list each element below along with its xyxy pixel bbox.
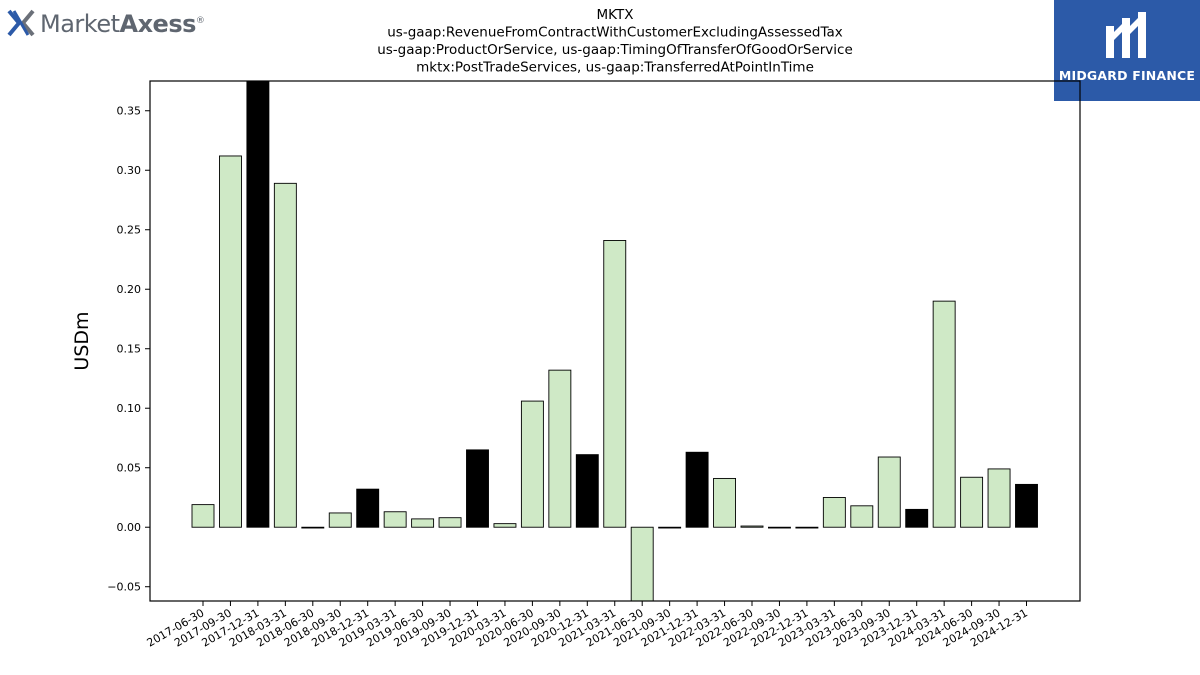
- bar-2021-09-30: [658, 526, 682, 529]
- bar-2018-06-30: [301, 526, 325, 529]
- y-tick-label: 0.05: [117, 462, 142, 475]
- bar-2019-06-30: [411, 518, 435, 528]
- bar-2017-06-30: [191, 504, 215, 528]
- chart-title-line: MKTX: [597, 7, 634, 23]
- chart-title-line: mktx:PostTradeServices, us-gaap:Transfer…: [416, 60, 814, 76]
- marketaxess-logo: MarketAxess®: [6, 6, 205, 39]
- bar-2019-03-31: [383, 511, 407, 528]
- bar-2024-12-31: [1015, 483, 1038, 528]
- y-tick-label: 0.00: [117, 521, 142, 534]
- bar-2019-09-30: [438, 517, 462, 528]
- bar-2018-12-31: [356, 488, 380, 528]
- bar-2021-03-31: [603, 239, 627, 528]
- y-tick-label: −0.05: [107, 581, 141, 594]
- bar-2022-09-30: [768, 526, 791, 529]
- y-tick-label: 0.15: [117, 343, 142, 356]
- marketaxess-wordmark: MarketAxess®: [40, 10, 205, 38]
- bar-2020-03-31: [493, 523, 517, 528]
- bar-2020-06-30: [520, 400, 544, 528]
- bar-2017-12-31: [246, 80, 270, 528]
- y-tick-label: 0.35: [117, 105, 142, 118]
- bar-2020-09-30: [548, 369, 572, 528]
- bar-2024-03-31: [932, 300, 956, 528]
- midgard-finance-logo: MIDGARD FINANCE: [1054, 0, 1200, 101]
- y-tick-label: 0.30: [117, 164, 142, 177]
- x-axis: 2017-06-302017-09-302017-12-312018-03-31…: [145, 601, 1030, 650]
- bar-2021-06-30: [630, 526, 654, 602]
- bar-2022-06-30: [740, 525, 764, 528]
- y-axis: −0.05 0.00 0.05 0.10 0.15 0.20 0.25 0.30 0.35: [107, 105, 150, 594]
- y-tick-label: 0.20: [117, 283, 142, 296]
- chart-title: MKTX us-gaap:RevenueFromContractWithCusto…: [377, 7, 853, 76]
- bar-2017-09-30: [218, 155, 242, 528]
- y-tick-label: 0.10: [117, 402, 142, 415]
- bar-2023-06-30: [850, 505, 874, 528]
- bar-2021-12-31: [685, 451, 709, 528]
- bar-2018-09-30: [328, 512, 352, 528]
- y-axis-label: USDm: [71, 311, 93, 370]
- bar-2024-06-30: [960, 476, 984, 528]
- y-tick-label: 0.25: [117, 224, 142, 237]
- midgard-emblem-icon: [1106, 12, 1146, 58]
- bar-2023-12-31: [905, 508, 929, 528]
- bar-2022-12-31: [795, 526, 819, 529]
- bar-2020-12-31: [575, 454, 599, 528]
- marketaxess-x-icon: [7, 9, 35, 36]
- midgard-finance-wordmark: MIDGARD FINANCE: [1058, 68, 1196, 83]
- bar-2024-09-30: [987, 468, 1011, 528]
- bars: [191, 80, 1038, 602]
- bar-2022-03-31: [713, 477, 736, 528]
- bar-2023-03-31: [822, 497, 846, 528]
- chart-title-line: us-gaap:ProductOrService, us-gaap:Timing…: [377, 42, 853, 58]
- chart-title-line: us-gaap:RevenueFromContractWithCustomerE…: [387, 25, 843, 41]
- bar-2019-12-31: [466, 449, 489, 528]
- bar-2018-03-31: [273, 182, 297, 528]
- bar-2023-09-30: [877, 456, 901, 528]
